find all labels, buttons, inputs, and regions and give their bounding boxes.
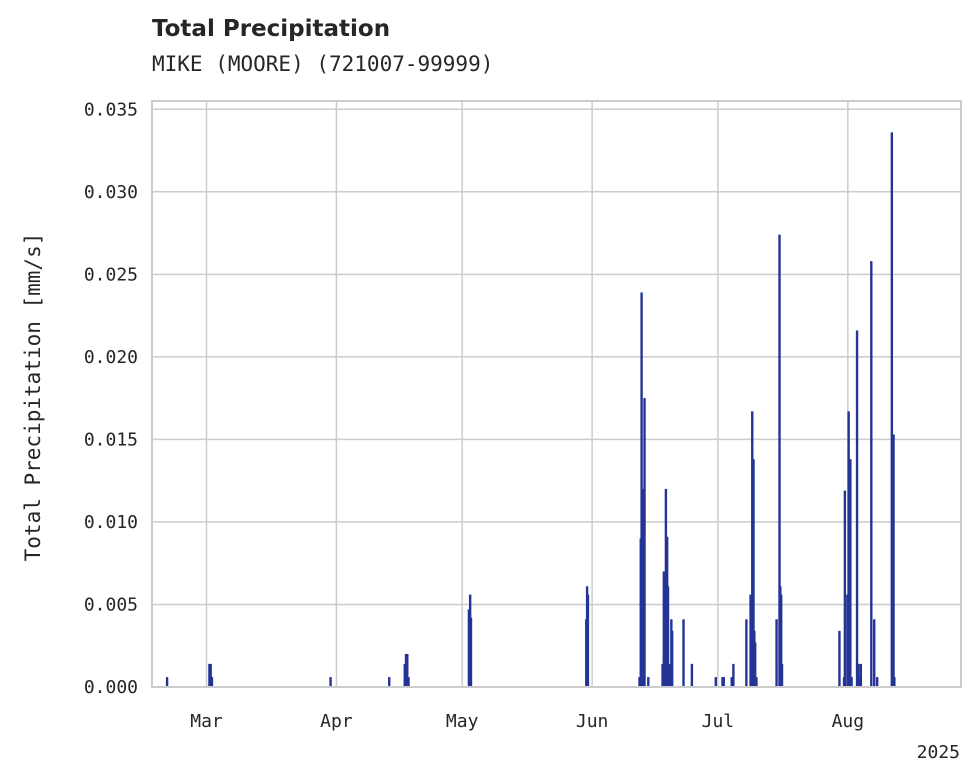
precipitation-bar (857, 663, 860, 687)
precipitation-bar (666, 586, 670, 687)
precipitation-bar (586, 594, 590, 687)
y-tick-label: 0.015 (84, 429, 138, 450)
y-tick-label: 0.025 (84, 264, 138, 285)
precipitation-bar (403, 663, 406, 687)
precipitation-bar (779, 594, 783, 687)
precipitation-bar (722, 677, 725, 687)
precipitation-bar (892, 434, 895, 687)
precipitation-bar (404, 653, 408, 687)
precipitation-bar (467, 609, 471, 687)
precipitation-bar (850, 677, 853, 687)
precipitation-bar (642, 571, 645, 687)
precipitation-bar (847, 411, 850, 687)
y-gridlines (152, 108, 961, 688)
y-tick-label: 0.035 (84, 99, 138, 120)
precipitation-bar (859, 663, 863, 687)
precipitation-bar (846, 594, 849, 687)
precipitation-bar (721, 677, 724, 687)
precipitation-bar (714, 677, 717, 687)
precipitation-bar (751, 411, 754, 687)
precipitation-bar (890, 132, 894, 687)
precipitation-bar (165, 677, 169, 687)
chart-title: Total Precipitation (152, 16, 391, 42)
precipitation-bar (682, 619, 685, 687)
precipitation-bar (893, 677, 896, 687)
precipitation-bar (469, 617, 473, 687)
x-tick-label: Jul (702, 711, 735, 732)
precipitation-bar (753, 642, 757, 687)
precipitation-bar (873, 619, 876, 687)
precipitation-bar (855, 330, 859, 687)
precipitation-bar (661, 663, 664, 687)
precipitation-bar (870, 261, 873, 687)
precipitation-bar (664, 488, 668, 687)
precipitation-bar (208, 663, 211, 687)
precipitation-bar (838, 630, 841, 687)
y-tick-label: 0.005 (84, 594, 138, 615)
precipitation-bar (647, 677, 650, 687)
x-gridlines (205, 101, 849, 687)
precipitation-bar (755, 677, 758, 687)
precipitation-bar (849, 459, 852, 687)
precipitation-bar (643, 398, 646, 687)
x-tick-label: Jun (576, 711, 609, 732)
precipitation-bar (668, 663, 671, 687)
precipitation-bar (778, 234, 781, 688)
precipitation-bar (662, 571, 666, 687)
x-tick-label: May (446, 711, 479, 732)
x-axis-ticks: Mar Apr May Jun Jul Aug (190, 711, 864, 732)
y-axis-label: Total Precipitation [mm/s] (21, 233, 45, 562)
precipitation-bar (329, 677, 332, 687)
precipitation-bar (775, 619, 778, 687)
precipitation-bar (780, 663, 784, 687)
x-axis-year-label: 2025 (917, 742, 960, 763)
y-tick-label: 0.030 (84, 182, 138, 203)
precipitation-bar (875, 677, 879, 687)
precipitation-bar (858, 677, 861, 687)
precipitation-bar (388, 677, 391, 687)
precipitation-bar (752, 459, 755, 687)
precipitation-bar (690, 663, 694, 687)
y-tick-label: 0.000 (84, 677, 138, 698)
precipitation-bars (165, 132, 896, 688)
x-tick-label: Mar (190, 711, 223, 732)
precipitation-bar (210, 677, 214, 687)
x-tick-label: Aug (832, 711, 865, 732)
precipitation-bar (745, 619, 748, 687)
y-tick-label: 0.020 (84, 347, 138, 368)
precipitation-bar (209, 663, 212, 687)
y-axis-ticks: 0.000 0.005 0.010 0.015 0.020 0.025 0.030 0.035 (84, 99, 138, 698)
precipitation-bar (749, 594, 752, 687)
chart-subtitle: MIKE (MOORE) (721007-99999) (152, 52, 494, 76)
precipitation-bar (730, 677, 733, 687)
x-tick-label: Apr (320, 711, 353, 732)
precipitation-bar (670, 630, 674, 687)
plot-frame (151, 100, 962, 688)
precipitation-bar (406, 653, 409, 687)
precipitation-bar (407, 677, 410, 687)
precipitation-bar (638, 677, 641, 687)
precipitation-bar (843, 490, 847, 687)
y-tick-label: 0.010 (84, 512, 138, 533)
precipitation-bar (732, 663, 735, 687)
